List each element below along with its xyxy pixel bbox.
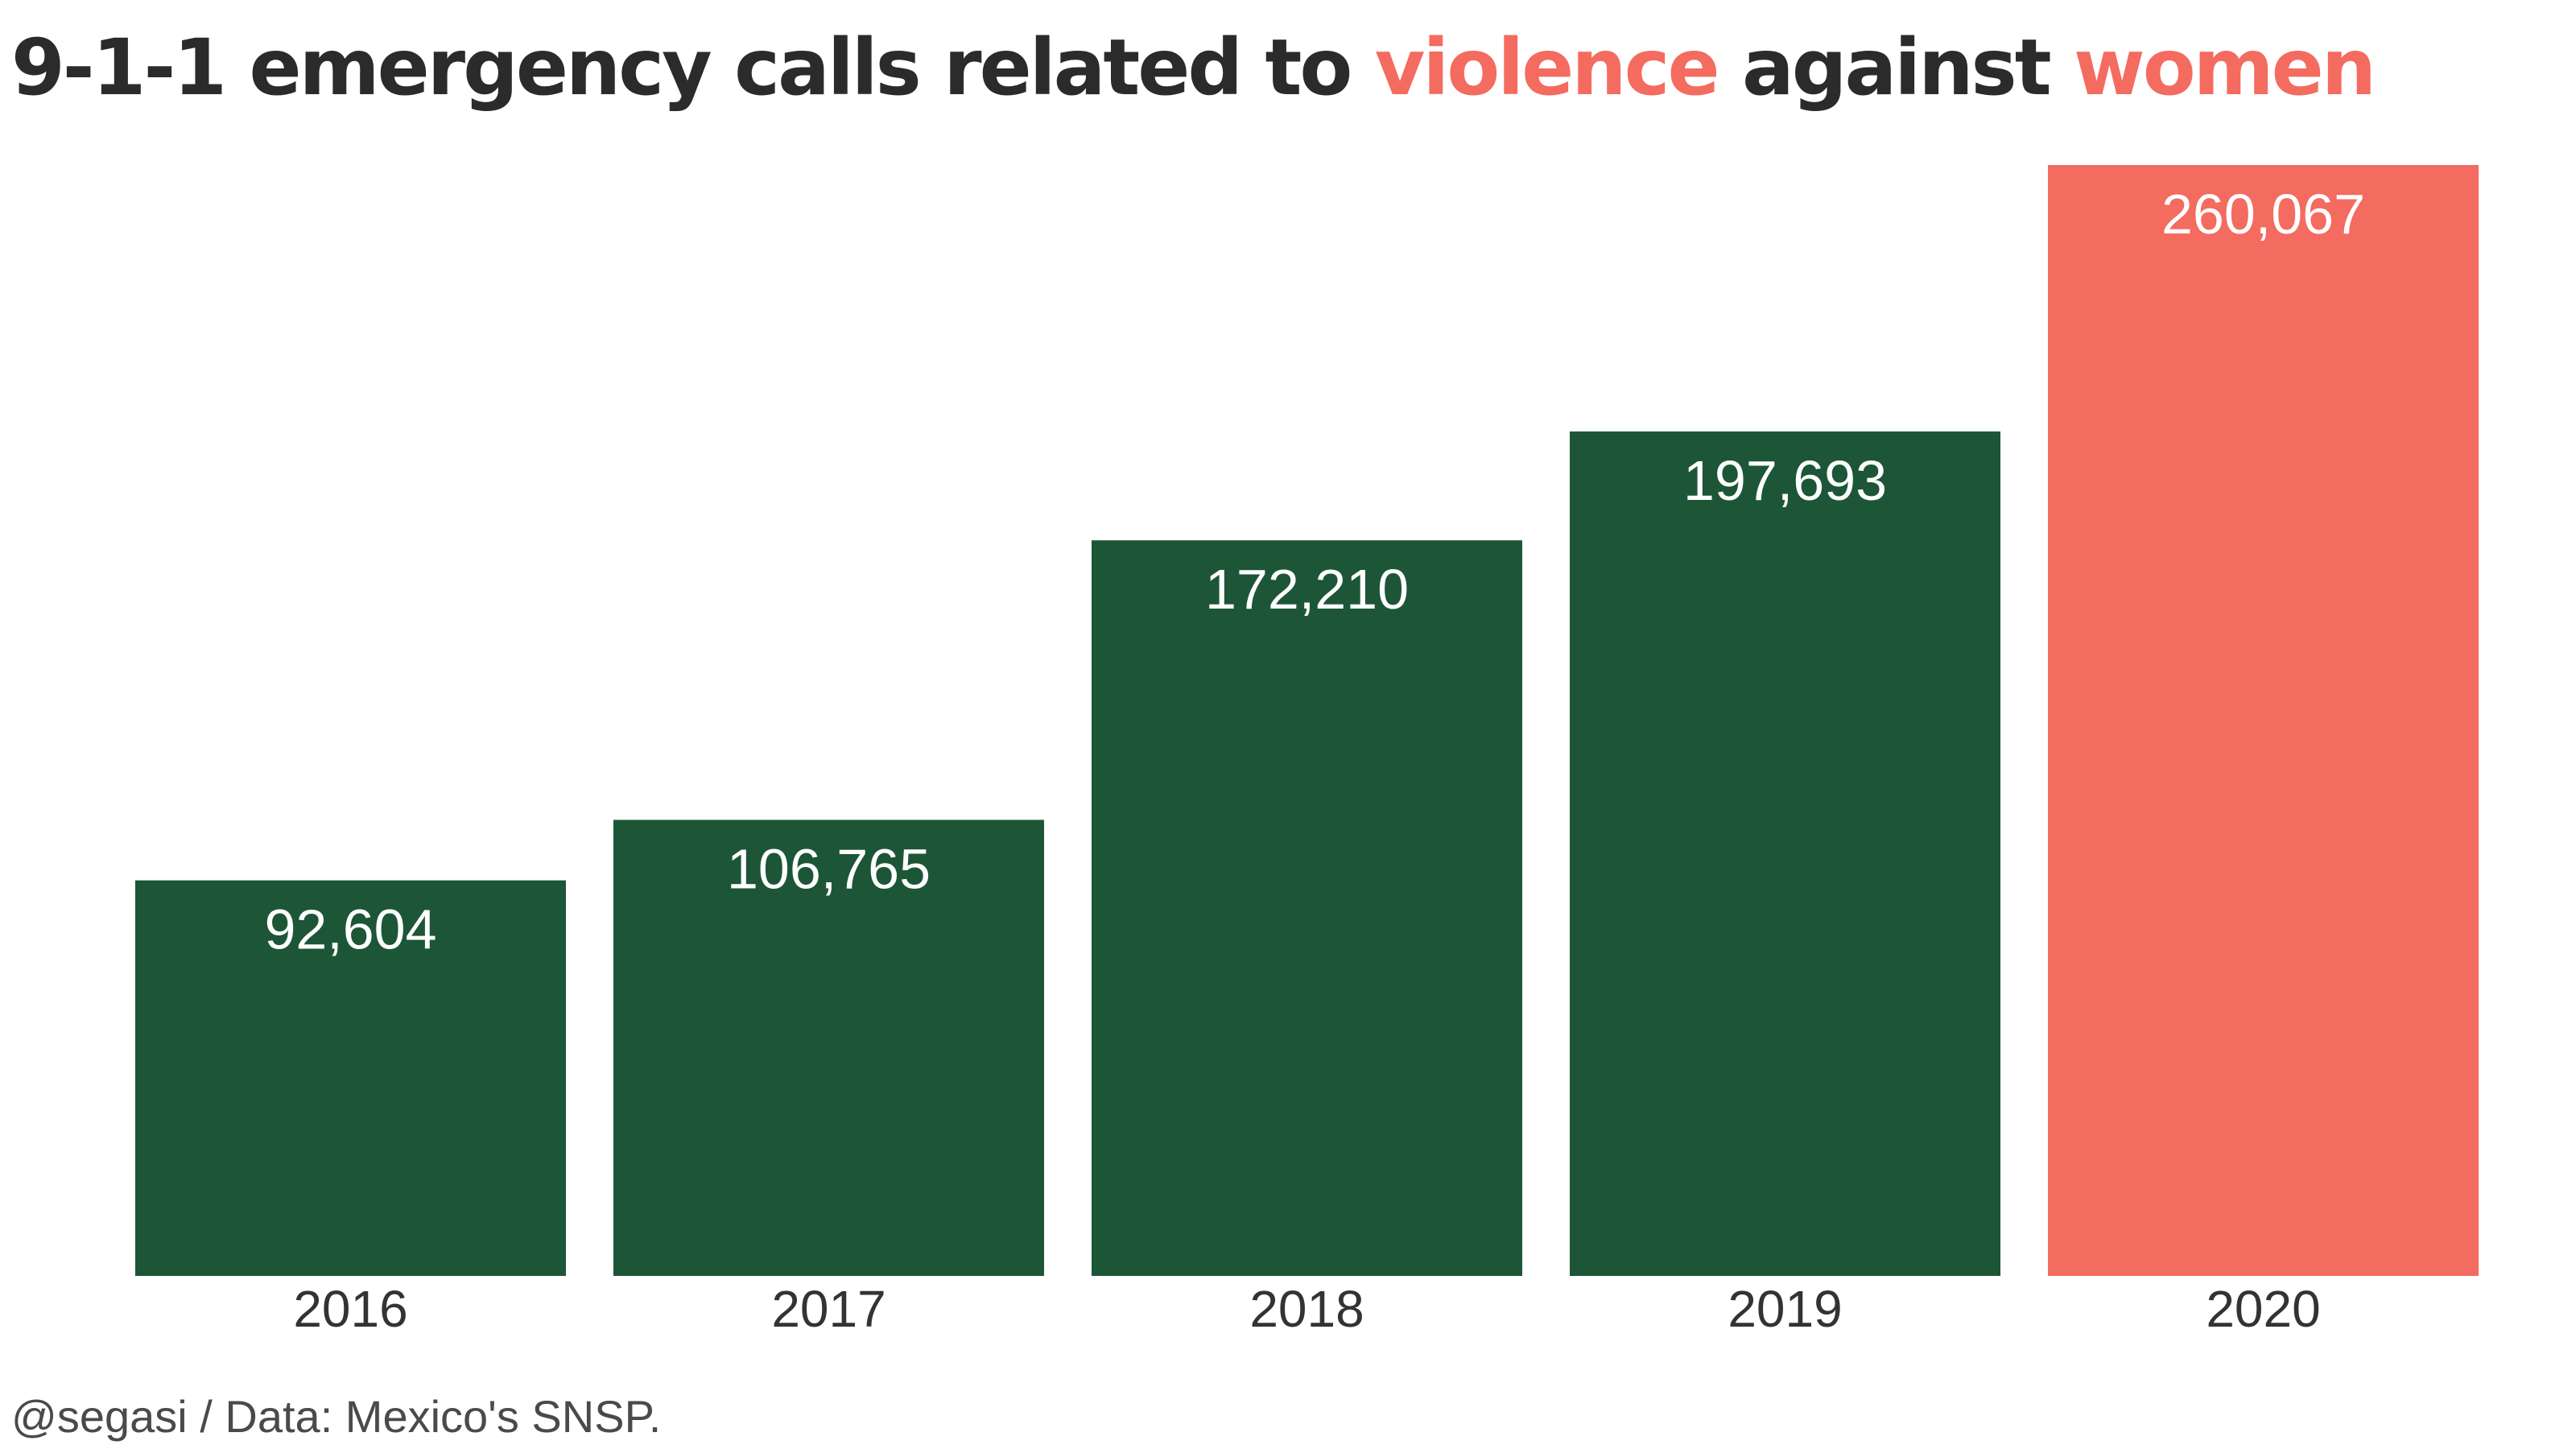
value-label-2019: 197,693 — [1683, 449, 1887, 512]
bar-2019 — [1570, 431, 2000, 1276]
bar-2016 — [135, 880, 566, 1276]
value-label-2017: 106,765 — [727, 837, 931, 900]
title-highlight-women: women — [2074, 23, 2376, 113]
x-tick-label-2019: 2019 — [1728, 1280, 1842, 1338]
x-tick-label-2016: 2016 — [293, 1280, 407, 1338]
chart-title: 9-1-1 emergency calls related to violenc… — [11, 11, 2376, 124]
value-label-2018: 172,210 — [1205, 558, 1409, 621]
x-tick-label-2017: 2017 — [771, 1280, 886, 1338]
bars-group — [135, 165, 2479, 1276]
bar-2017 — [613, 819, 1044, 1276]
x-axis-tick-labels: 2016 2017 2018 2019 2020 — [293, 1280, 2320, 1338]
value-label-2016: 92,604 — [264, 898, 436, 961]
title-part-1: 9-1-1 emergency calls related to — [11, 23, 1375, 113]
title-highlight-violence: violence — [1374, 23, 1720, 113]
source-caption: @segasi / Data: Mexico's SNSP. — [11, 1391, 662, 1442]
value-labels-group: 92,604 106,765 172,210 197,693 260,067 — [264, 183, 2365, 961]
x-tick-label-2020: 2020 — [2206, 1280, 2320, 1338]
x-tick-label-2018: 2018 — [1249, 1280, 1364, 1338]
bar-2020 — [2048, 165, 2479, 1276]
title-part-2: against — [1717, 23, 2074, 113]
bar-2018 — [1092, 540, 1522, 1276]
value-label-2020: 260,067 — [2161, 183, 2365, 246]
